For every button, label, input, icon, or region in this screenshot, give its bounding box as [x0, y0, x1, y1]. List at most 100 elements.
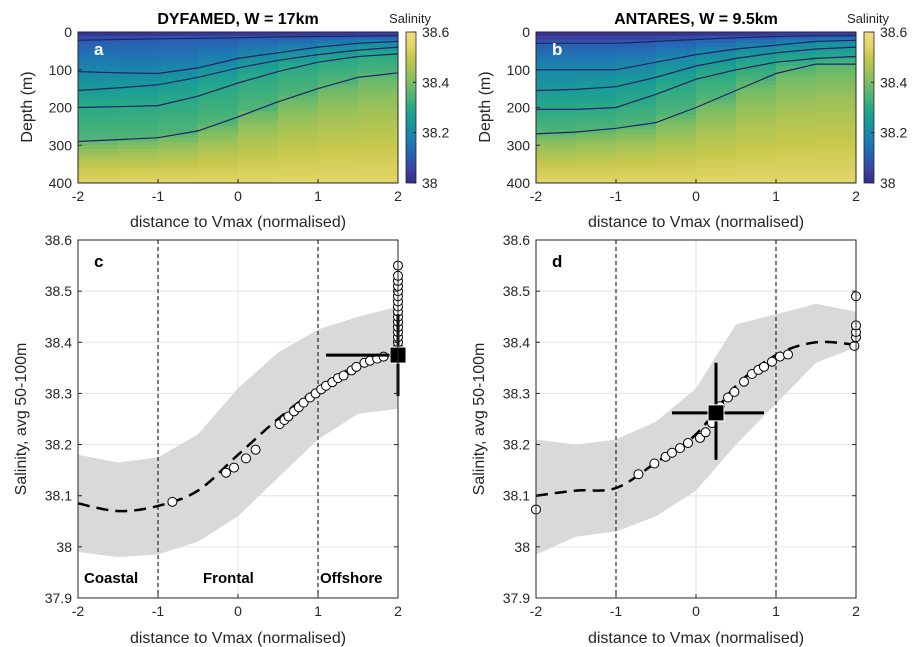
c-data-point — [241, 453, 251, 464]
a-heatmap-cell — [78, 149, 119, 154]
b-heatmap-cell — [816, 92, 856, 97]
a-heatmap-cell — [318, 77, 359, 82]
b-heatmap-cell — [576, 65, 617, 71]
b-heatmap-cell — [696, 62, 737, 67]
b-heatmap-cell — [656, 141, 697, 146]
b-heatmap-cell — [816, 167, 856, 173]
b-heatmap-cell — [696, 73, 737, 78]
a-heatmap-cell — [158, 164, 199, 169]
a-heatmap-cell — [358, 179, 398, 183]
b-heatmap-cell — [616, 62, 657, 67]
a-heatmap-cell — [278, 58, 319, 63]
b-heatmap-cell — [576, 92, 617, 97]
b-heatmap-cell — [536, 122, 577, 127]
a-heatmap-cell — [318, 62, 359, 67]
a-heatmap-cell — [358, 88, 398, 93]
a-heatmap-cell — [358, 175, 398, 180]
a-heatmap-cell — [358, 133, 398, 139]
b-heatmap-cell — [656, 77, 697, 82]
panel-a-x-ticks: -2 -1 0 1 2 — [72, 179, 402, 204]
b-heatmap-cell — [696, 77, 737, 82]
b-heatmap-cell — [736, 179, 777, 183]
a-heatmap-cell — [358, 115, 398, 120]
a-heatmap-cell — [318, 156, 359, 161]
a-heatmap-cell — [238, 50, 279, 56]
a-heatmap-cell — [198, 137, 239, 143]
b-heatmap-cell — [816, 171, 856, 177]
a-heatmap-cell — [278, 126, 319, 131]
panel-b-colorbar-label: Salinity — [847, 11, 889, 26]
a-heatmap-cell — [198, 65, 239, 71]
a-heatmap-cell — [238, 35, 279, 41]
b-x-tick-label: 1 — [772, 188, 780, 204]
b-heatmap-cell — [776, 141, 817, 146]
b-heatmap-cell — [776, 107, 817, 112]
a-heatmap-cell — [118, 88, 159, 93]
a-heatmap-cell — [318, 58, 359, 63]
c-y-tick-label: 38.1 — [45, 488, 72, 504]
a-heatmap-cell — [358, 137, 398, 143]
b-heatmap-cell — [736, 107, 777, 112]
a-heatmap-cell — [358, 152, 398, 158]
b-heatmap-cell — [576, 160, 617, 165]
b-heatmap-cell — [656, 81, 697, 86]
b-heatmap-cell — [816, 126, 856, 131]
a-heatmap-cell — [118, 65, 159, 71]
a-x-tick-label: -2 — [72, 188, 85, 204]
b-heatmap-cell — [656, 58, 697, 63]
c-y-tick-label: 38.3 — [45, 385, 72, 401]
a-heatmap-cell — [118, 58, 159, 63]
a-heatmap-cell — [118, 84, 159, 90]
b-heatmap-cell — [576, 96, 617, 101]
b-heatmap-cell — [656, 164, 697, 169]
a-heatmap-cell — [278, 77, 319, 82]
panel-d-region-dividers — [615, 240, 777, 598]
panel-b-colorbar-ticks: 38 38.2 38.4 38.6 — [871, 24, 907, 191]
a-heatmap-cell — [358, 164, 398, 169]
a-heatmap-cell — [118, 92, 159, 97]
c-x-tick-label: 1 — [314, 603, 322, 619]
a-heatmap-cell — [318, 35, 359, 41]
b-heatmap-cell — [736, 152, 777, 158]
b-heatmap-cell — [616, 145, 657, 150]
a-heatmap-cell — [158, 130, 199, 135]
d-data-point — [675, 443, 685, 454]
b-heatmap-cell — [816, 58, 856, 63]
a-heatmap-cell — [198, 39, 239, 44]
b-heatmap-cell — [696, 152, 737, 158]
a-heatmap-cell — [118, 152, 159, 158]
panel-c-y-ticks: 37.9 38 38.1 38.2 38.3 38.4 38.5 38.6 — [45, 232, 398, 606]
a-heatmap-cell — [358, 58, 398, 63]
a-heatmap-cell — [358, 103, 398, 109]
a-heatmap-cell — [198, 88, 239, 93]
a-heatmap-cell — [358, 77, 398, 82]
a-heatmap-cell — [118, 99, 159, 105]
a-heatmap-cell — [78, 81, 119, 86]
a-heatmap-cell — [118, 118, 159, 124]
b-heatmap-cell — [816, 39, 856, 44]
d-data-point — [700, 427, 711, 438]
a-heatmap-cell — [278, 167, 319, 173]
b-heatmap-cell — [616, 92, 657, 97]
b-heatmap-cell — [536, 99, 577, 105]
a-heatmap-cell — [238, 141, 279, 146]
b-heatmap-cell — [736, 167, 777, 173]
b-heatmap-cell — [656, 32, 697, 37]
b-heatmap-cell — [536, 73, 577, 78]
b-colorbar-tick-label: 38.4 — [880, 74, 907, 90]
b-heatmap-cell — [696, 43, 737, 48]
a-heatmap-cell — [158, 47, 199, 52]
b-heatmap-cell — [776, 122, 817, 127]
a-heatmap-cell — [318, 50, 359, 56]
region-label-coastal: Coastal — [84, 570, 138, 587]
b-heatmap-cell — [656, 62, 697, 67]
b-heatmap-cell — [656, 149, 697, 154]
b-heatmap-cell — [736, 137, 777, 143]
b-heatmap-cell — [656, 133, 697, 139]
a-heatmap-cell — [318, 32, 359, 37]
b-heatmap-cell — [616, 171, 657, 177]
c-x-tick-label: -2 — [72, 603, 85, 619]
a-heatmap-cell — [358, 47, 398, 52]
b-heatmap-cell — [536, 103, 577, 109]
b-heatmap-cell — [576, 107, 617, 112]
